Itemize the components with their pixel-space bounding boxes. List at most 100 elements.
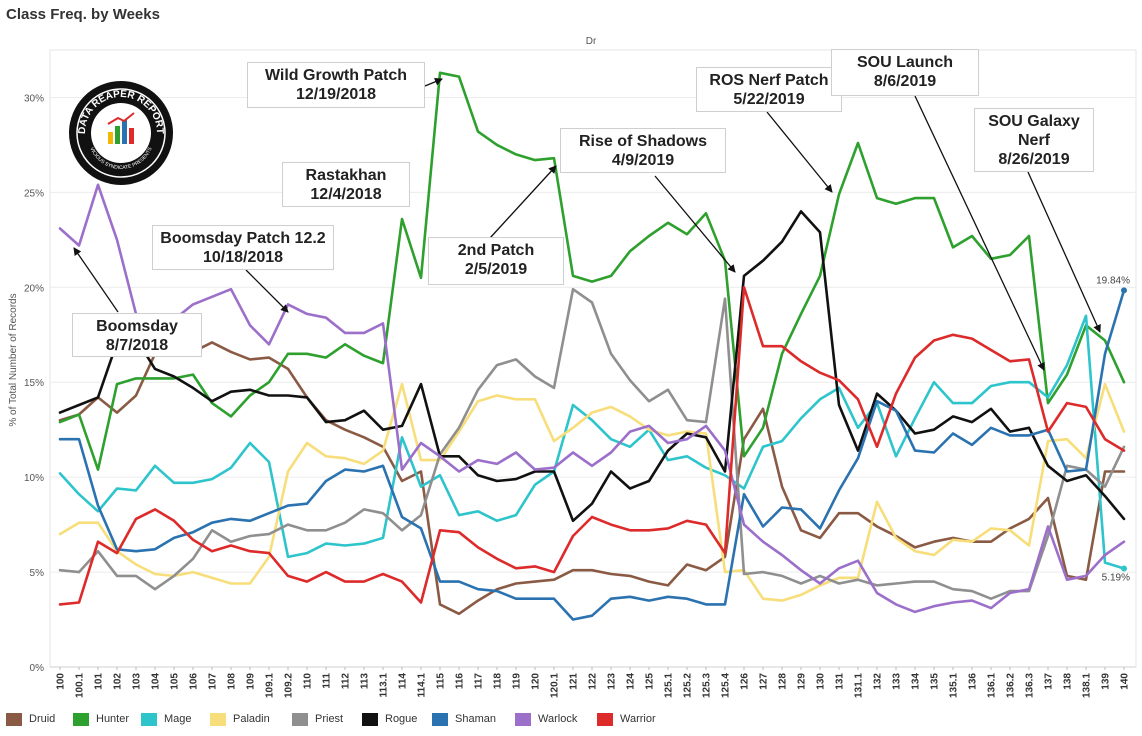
arrow-rise-of-shadows xyxy=(654,175,736,273)
arrow-ros-nerf xyxy=(766,111,833,193)
legend-item-priest[interactable]: Priest xyxy=(292,712,362,726)
x-tick-label: 117 xyxy=(474,673,485,690)
y-tick-label: 5% xyxy=(30,568,45,579)
x-tick-label: 126 xyxy=(740,673,751,690)
legend-item-mage[interactable]: Mage xyxy=(141,712,210,726)
legend-item-rogue[interactable]: Rogue xyxy=(362,712,432,726)
x-tick-label: 114.1 xyxy=(417,673,428,698)
chart-title: Class Freq. by Weeks xyxy=(6,6,160,23)
legend-item-warlock[interactable]: Warlock xyxy=(515,712,597,726)
x-tick-label: 128 xyxy=(778,673,789,690)
legend-item-paladin[interactable]: Paladin xyxy=(210,712,292,726)
legend-swatch xyxy=(292,712,308,726)
end-point-mage xyxy=(1121,565,1127,572)
legend-item-warrior[interactable]: Warrior xyxy=(597,712,677,726)
arrow-second-patch xyxy=(489,165,557,239)
x-tick-label: 124 xyxy=(626,673,637,690)
end-label-mage: 5.19% xyxy=(1102,572,1130,583)
arrow-sou-launch xyxy=(914,95,1045,371)
x-tick-label: 112 xyxy=(341,673,352,690)
series-line-rogue[interactable] xyxy=(58,210,1126,523)
x-tick-label: 105 xyxy=(170,673,181,690)
annotation-rastakhan: Rastakhan 12/4/2018 xyxy=(282,162,410,207)
y-tick-label: 15% xyxy=(24,378,44,389)
x-tick-label: 136.3 xyxy=(1025,673,1036,698)
x-tick-label: 135.1 xyxy=(949,673,960,698)
x-tick-label: 106 xyxy=(189,673,200,690)
legend-swatch xyxy=(432,712,448,726)
legend-item-shaman[interactable]: Shaman xyxy=(432,712,515,726)
x-tick-label: 129 xyxy=(797,673,808,690)
x-tick-label: 101 xyxy=(94,673,105,690)
x-tick-label: 136.2 xyxy=(1006,673,1017,698)
annotation-arrows xyxy=(73,77,1101,371)
x-tick-label: 131.1 xyxy=(854,673,865,698)
series-lines xyxy=(58,71,1126,621)
annotation-sou-galaxy: SOU Galaxy Nerf 8/26/2019 xyxy=(974,108,1094,172)
series-line-shaman[interactable] xyxy=(58,288,1126,621)
annotation-wild-growth: Wild Growth Patch 12/19/2018 xyxy=(247,62,425,108)
annotation-boomsday: Boomsday 8/7/2018 xyxy=(72,313,202,357)
annotation-boomsday-patch: Boomsday Patch 12.2 10/18/2018 xyxy=(152,225,334,270)
x-tick-label: 113.1 xyxy=(379,673,390,698)
x-tick-label: 121 xyxy=(569,673,580,690)
arrow-boomsday-patch xyxy=(245,269,289,313)
legend-swatch xyxy=(6,712,22,726)
x-tick-label: 122 xyxy=(588,673,599,690)
series-line-hunter[interactable] xyxy=(58,71,1126,471)
arrow-sou-galaxy xyxy=(1027,171,1101,333)
series-line-druid[interactable] xyxy=(58,337,1126,616)
x-tick-label: 127 xyxy=(759,673,770,690)
arrow-wild-growth xyxy=(424,77,443,87)
y-axis-label: % of Total Number of Records xyxy=(8,293,19,426)
x-tick-label: 103 xyxy=(132,673,143,690)
legend-swatch xyxy=(141,712,157,726)
x-tick-label: 118 xyxy=(493,673,504,690)
x-tick-label: 138.1 xyxy=(1082,673,1093,698)
x-tick-label: 136 xyxy=(968,673,979,690)
series-line-warrior[interactable] xyxy=(58,285,1126,606)
x-tick-label: 110 xyxy=(303,673,314,690)
x-tick-label: 120.1 xyxy=(550,673,561,698)
x-tick-label: 123 xyxy=(607,673,618,690)
x-tick-label: 108 xyxy=(227,673,238,690)
legend-swatch xyxy=(210,712,226,726)
y-tick-label: 10% xyxy=(24,473,44,484)
series-line-priest[interactable] xyxy=(58,287,1126,601)
x-tick-label: 137 xyxy=(1044,673,1055,690)
x-tick-label: 113 xyxy=(360,673,371,690)
x-tick-label: 131 xyxy=(835,673,846,690)
x-tick-label: 115 xyxy=(436,673,447,690)
x-axis: 100 100.1 101 102 103 104 105 106 107 108 109 109.1… xyxy=(56,667,1131,698)
x-tick-label: 133 xyxy=(892,673,903,690)
legend-item-druid[interactable]: Druid xyxy=(6,712,73,726)
y-tick-label: 0% xyxy=(30,663,45,674)
annotation-second-patch: 2nd Patch 2/5/2019 xyxy=(428,237,564,285)
arrow-boomsday xyxy=(73,247,119,313)
series-line-warlock[interactable] xyxy=(58,183,1126,614)
x-tick-label: 107 xyxy=(208,673,219,690)
y-tick-label: 20% xyxy=(24,283,44,294)
x-tick-label: 125.1 xyxy=(664,673,675,698)
x-tick-label: 120 xyxy=(531,673,542,690)
x-tick-label: 125.3 xyxy=(702,673,713,698)
x-tick-label: 109.1 xyxy=(265,673,276,698)
y-axis: 0% 5% 10% 15% 20% 25% 30% xyxy=(24,93,44,674)
x-tick-label: 109.2 xyxy=(284,673,295,698)
x-tick-label: 139 xyxy=(1101,673,1112,690)
end-point-shaman xyxy=(1121,287,1127,294)
x-tick-label: 104 xyxy=(151,673,162,690)
series-line-paladin[interactable] xyxy=(58,382,1126,602)
end-label-shaman: 19.84% xyxy=(1096,275,1130,286)
y-tick-label: 25% xyxy=(24,188,44,199)
x-tick-label: 102 xyxy=(113,673,124,690)
series-line-mage[interactable] xyxy=(58,314,1126,570)
legend-swatch xyxy=(73,712,89,726)
x-tick-label: 136.1 xyxy=(987,673,998,698)
x-tick-label: 111 xyxy=(322,673,333,689)
x-tick-label: 125.4 xyxy=(721,673,732,698)
annotation-rise-of-shadows: Rise of Shadows 4/9/2019 xyxy=(560,128,726,173)
legend-swatch xyxy=(362,712,378,726)
legend-item-hunter[interactable]: Hunter xyxy=(73,712,141,726)
